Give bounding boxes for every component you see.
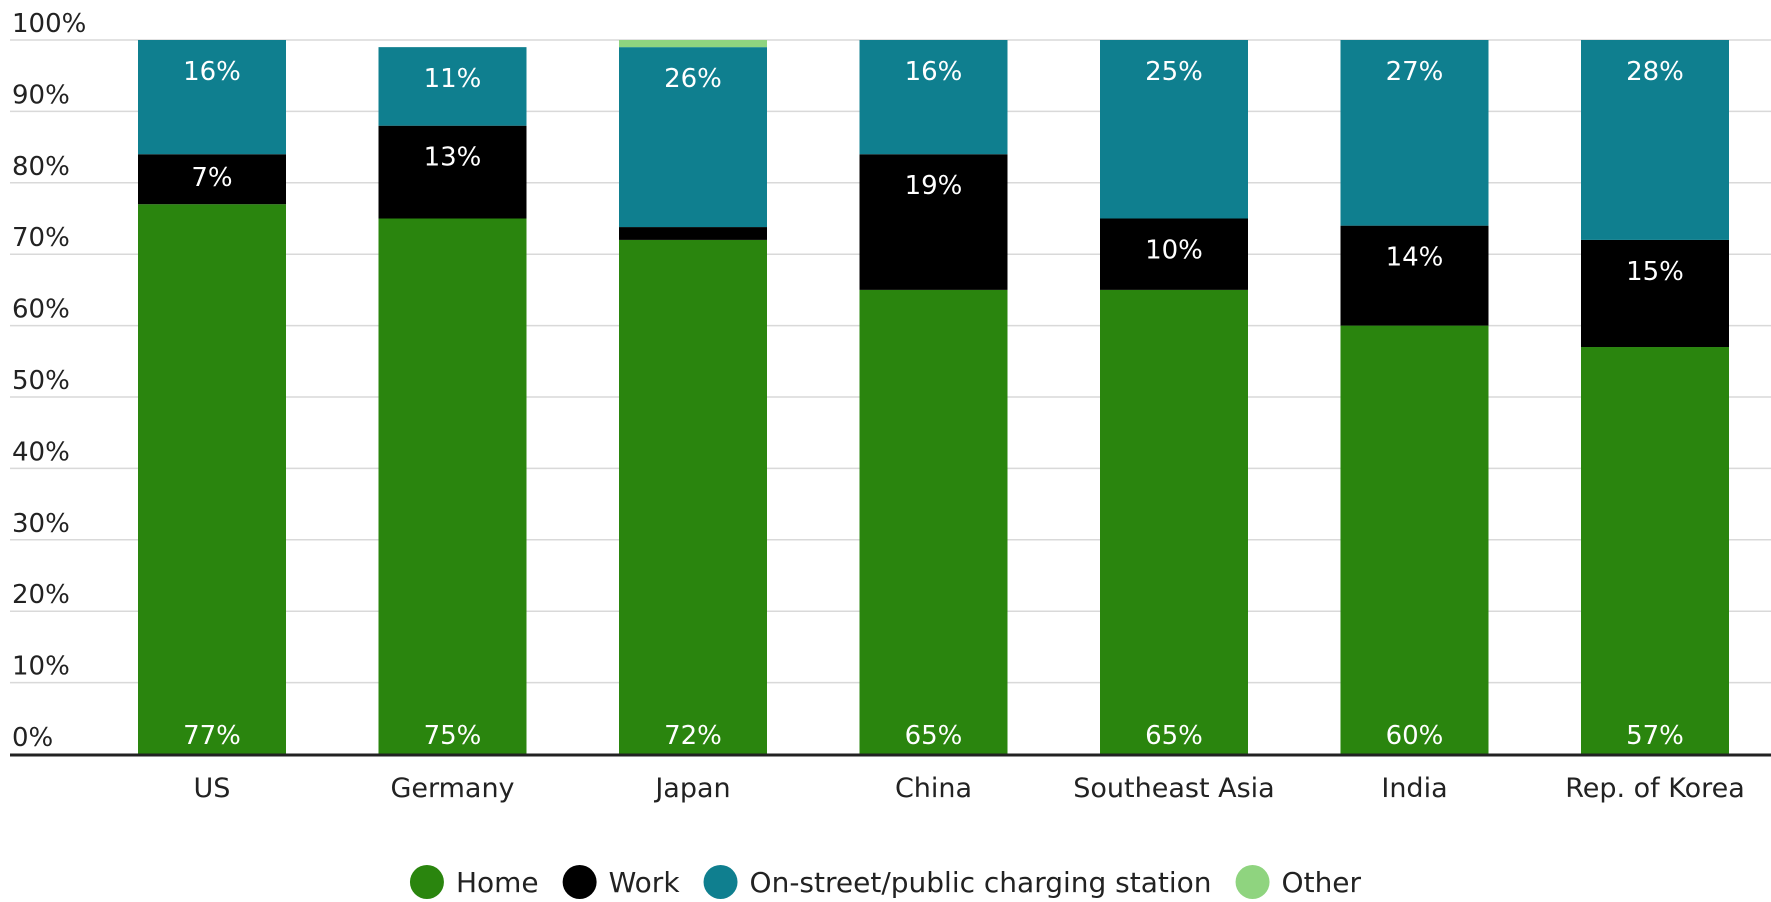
bar-segment-on-street-public-charging-station — [1340, 40, 1489, 226]
bar-segment-on-street-public-charging-station — [859, 40, 1008, 155]
y-tick-label: 20% — [12, 580, 70, 610]
bar-segment-home — [138, 204, 286, 755]
y-tick-label: 30% — [12, 509, 70, 539]
legend-swatch — [1235, 865, 1270, 899]
data-label: 77% — [183, 721, 241, 751]
data-label: 25% — [1145, 57, 1203, 87]
y-tick-label: 0% — [12, 723, 53, 753]
bar-segment-work — [1581, 239, 1729, 348]
bar-segment-work — [619, 227, 767, 240]
bar-segment-work — [138, 154, 286, 205]
x-category-label: US — [194, 773, 231, 804]
bar-segment-on-street-public-charging-station — [138, 40, 286, 155]
bar-segment-on-street-public-charging-station — [1100, 40, 1248, 219]
y-tick-label: 60% — [12, 295, 70, 325]
legend-label: Home — [456, 866, 539, 899]
bar-segment-home — [1340, 325, 1489, 754]
x-category-label: China — [895, 773, 972, 804]
legend-label: On-street/public charging station — [750, 866, 1212, 899]
bar-segment-home — [1100, 289, 1248, 754]
data-labels: 77% 7% 16% 75% 13% 11% 72% 26% 65% 19% 16% 65% 10% 25… — [183, 57, 1684, 751]
legend-swatch — [409, 865, 444, 899]
data-label: 75% — [424, 721, 482, 751]
bar-segment-work — [1340, 225, 1489, 326]
data-label: 16% — [905, 57, 963, 87]
data-label: 10% — [1145, 236, 1203, 266]
x-category-label: Germany — [390, 773, 514, 804]
y-tick-label: 40% — [12, 437, 70, 467]
data-label: 13% — [424, 143, 482, 173]
legend-label: Other — [1282, 866, 1362, 899]
data-label: 57% — [1626, 721, 1684, 751]
y-tick-label: 70% — [12, 223, 70, 253]
bar-segment-work — [1100, 218, 1248, 290]
data-label: 16% — [183, 57, 241, 87]
bar-segment-on-street-public-charging-station — [619, 47, 767, 228]
legend-swatch — [703, 865, 738, 899]
data-label: 26% — [664, 64, 722, 94]
y-tick-label: 100% — [12, 9, 86, 39]
data-label: 65% — [1145, 721, 1203, 751]
bar-segment-on-street-public-charging-station — [1581, 40, 1729, 240]
data-label: 27% — [1386, 57, 1444, 87]
data-label: 65% — [905, 721, 963, 751]
x-category-label: Rep. of Korea — [1565, 773, 1745, 804]
x-category-label: Southeast Asia — [1073, 773, 1274, 804]
y-tick-label: 50% — [12, 366, 70, 396]
bar-segment-work — [378, 125, 527, 219]
data-label: 14% — [1386, 243, 1444, 273]
bar-segment-on-street-public-charging-station — [378, 47, 527, 126]
bars — [138, 40, 1729, 755]
bar-segment-home — [619, 239, 767, 755]
y-tick-label: 80% — [12, 152, 70, 182]
data-label: 60% — [1386, 721, 1444, 751]
y-tick-label: 90% — [12, 80, 70, 110]
data-label: 28% — [1626, 57, 1684, 87]
bar-segment-home — [1581, 347, 1729, 754]
data-label: 7% — [191, 163, 232, 193]
bar-segment-work — [859, 154, 1008, 290]
x-category-label: Japan — [653, 773, 730, 804]
legend: Home Work On-street/public charging statio… — [409, 865, 1362, 899]
data-label: 11% — [424, 64, 482, 94]
x-axis-categories: US Germany Japan China Southeast Asia India Re… — [194, 773, 1745, 804]
bar-segment-home — [859, 289, 1008, 754]
x-category-label: India — [1381, 773, 1447, 804]
bar-segment-home — [378, 218, 527, 754]
legend-swatch — [562, 865, 597, 899]
bar-segment-other — [619, 40, 767, 48]
legend-label: Work — [609, 866, 681, 899]
y-axis-ticks: 0% 10% 20% 30% 40% 50% 60% 70% 80% 90% 100% — [12, 9, 86, 753]
data-label: 19% — [905, 171, 963, 201]
y-tick-label: 10% — [12, 652, 70, 682]
data-label: 15% — [1626, 257, 1684, 287]
data-label: 72% — [664, 721, 722, 751]
